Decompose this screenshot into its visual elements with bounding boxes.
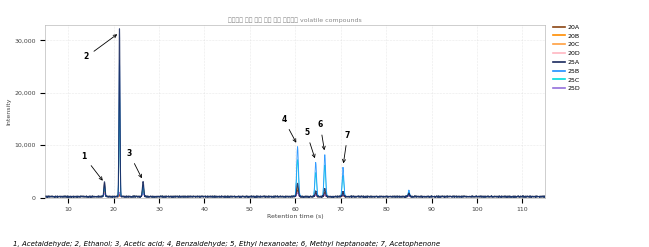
Text: 3: 3 <box>127 149 141 178</box>
Text: 6: 6 <box>317 121 325 149</box>
Y-axis label: Intensity: Intensity <box>6 97 12 125</box>
Title: 스타터에 따른 발효 생햄 형태 육제품의 volatile compounds: 스타터에 따른 발효 생햄 형태 육제품의 volatile compounds <box>228 17 362 23</box>
Text: 4: 4 <box>281 115 296 142</box>
Text: 7: 7 <box>343 131 350 163</box>
Text: 1, Acetaldehyde; 2, Ethanol; 3, Acetic acid; 4, Benzaldehyde; 5, Ethyl hexanoate: 1, Acetaldehyde; 2, Ethanol; 3, Acetic a… <box>13 241 440 247</box>
Text: 1: 1 <box>81 152 103 180</box>
Text: 5: 5 <box>304 128 315 157</box>
Text: 2: 2 <box>84 35 116 61</box>
Legend: 20A, 20B, 20C, 20D, 25A, 25B, 25C, 25D: 20A, 20B, 20C, 20D, 25A, 25B, 25C, 25D <box>554 24 580 91</box>
X-axis label: Retention time (s): Retention time (s) <box>267 214 324 219</box>
